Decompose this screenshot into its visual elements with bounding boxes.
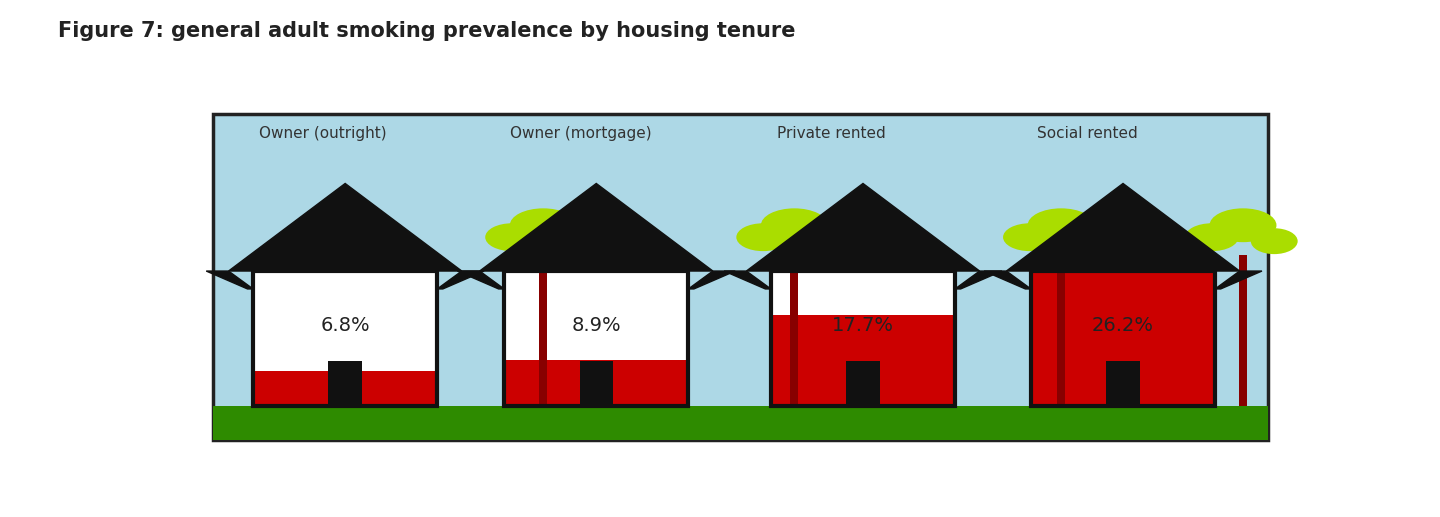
Polygon shape (206, 271, 253, 289)
Bar (213, 114, 1269, 440)
Bar (504, 271, 688, 406)
Polygon shape (480, 184, 713, 271)
Bar (253, 371, 438, 406)
Text: Private rented: Private rented (776, 126, 886, 141)
Bar (847, 361, 880, 406)
Ellipse shape (1185, 223, 1238, 251)
Text: 8.9%: 8.9% (572, 316, 621, 334)
Bar (1238, 255, 1247, 406)
Bar (770, 271, 955, 406)
Bar (1031, 271, 1215, 406)
Text: Figure 7: general adult smoking prevalence by housing tenure: Figure 7: general adult smoking prevalen… (58, 21, 795, 41)
Bar (1031, 271, 1215, 406)
Bar (1057, 255, 1066, 406)
Bar (770, 315, 955, 406)
Polygon shape (955, 271, 1002, 289)
Ellipse shape (1210, 208, 1276, 242)
Bar (1106, 361, 1140, 406)
Ellipse shape (760, 208, 828, 242)
Bar (328, 361, 361, 406)
Bar (504, 360, 688, 406)
Polygon shape (1215, 271, 1261, 289)
Text: 17.7%: 17.7% (832, 316, 894, 334)
Text: 6.8%: 6.8% (320, 316, 370, 334)
Text: Owner (outright): Owner (outright) (259, 126, 386, 141)
Bar (213, 406, 1269, 440)
Bar (504, 271, 688, 406)
Text: Owner (mortgage): Owner (mortgage) (510, 126, 651, 141)
Bar (1031, 271, 1215, 406)
Polygon shape (724, 271, 770, 289)
Ellipse shape (552, 228, 598, 254)
Text: Social rented: Social rented (1037, 126, 1138, 141)
Bar (791, 255, 798, 406)
Ellipse shape (1068, 228, 1116, 254)
Ellipse shape (1004, 223, 1057, 251)
Ellipse shape (510, 208, 577, 242)
Bar (579, 361, 613, 406)
Polygon shape (458, 271, 504, 289)
Ellipse shape (1251, 228, 1297, 254)
Bar (253, 271, 438, 406)
Polygon shape (1007, 184, 1240, 271)
Polygon shape (688, 271, 736, 289)
Text: 26.2%: 26.2% (1092, 316, 1153, 334)
Polygon shape (984, 271, 1031, 289)
Ellipse shape (736, 223, 791, 251)
Ellipse shape (1028, 208, 1094, 242)
Bar (253, 271, 438, 406)
Bar (540, 255, 547, 406)
Ellipse shape (485, 223, 539, 251)
Polygon shape (438, 271, 484, 289)
Bar (770, 271, 955, 406)
Polygon shape (229, 184, 462, 271)
Polygon shape (746, 184, 979, 271)
Ellipse shape (802, 228, 850, 254)
